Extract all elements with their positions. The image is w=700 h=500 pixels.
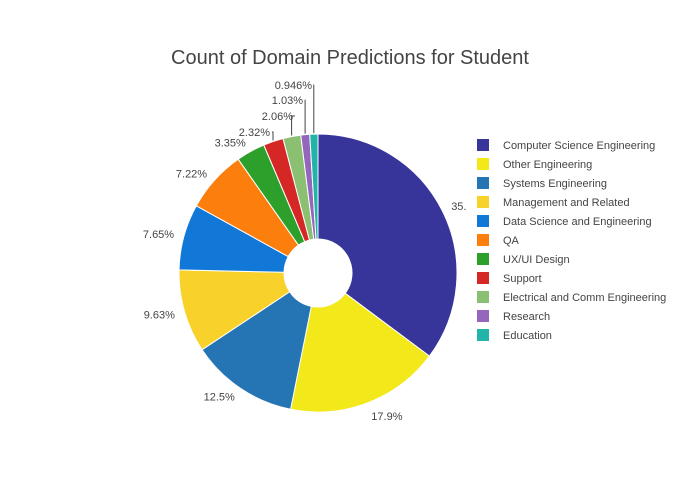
slice-education[interactable] [309, 133, 319, 240]
legend-swatch [477, 234, 489, 246]
legend-item-management-and-related[interactable]: Management and Related [477, 196, 630, 209]
leader-line [272, 131, 274, 141]
slice-label-data-science-and-engineering: 7.65% [143, 229, 174, 241]
slice-label-ux-ui-design: 3.35% [215, 138, 246, 150]
legend-item-computer-science-engineering[interactable]: Computer Science Engineering [477, 139, 655, 152]
legend-label: Management and Related [503, 197, 630, 209]
slice-computer-science-engineering[interactable] [317, 133, 458, 357]
legend-swatch [477, 272, 489, 284]
legend-swatch [477, 329, 489, 341]
slice-label-electrical-and-comm-engineering: 2.06% [262, 111, 293, 123]
slice-systems-engineering[interactable] [201, 291, 312, 410]
slice-label-qa: 7.22% [176, 169, 207, 181]
legend-item-electrical-and-comm-engineering[interactable]: Electrical and Comm Engineering [477, 291, 666, 304]
legend-label: QA [503, 235, 520, 247]
legend-item-ux-ui-design[interactable]: UX/UI Design [477, 253, 570, 266]
slice-label-education: 0.946% [275, 80, 313, 92]
legend-swatch [477, 215, 489, 227]
legend-swatch [477, 139, 489, 151]
legend-label: Systems Engineering [503, 178, 607, 190]
legend-label: UX/UI Design [503, 254, 570, 266]
legend-item-data-science-and-engineering[interactable]: Data Science and Engineering [477, 215, 652, 228]
legend-label: Computer Science Engineering [503, 140, 655, 152]
leader-line [291, 115, 295, 136]
legend-label: Education [503, 330, 552, 342]
slice-label-management-and-related: 9.63% [144, 309, 175, 321]
legend-swatch [477, 158, 489, 170]
pie-slices [178, 133, 458, 413]
slice-labels: 35. 17.9% 12.5% 9.63% 7.65% 7.22% 3.35%2.32% 2.… [143, 80, 467, 423]
legend-label: Other Engineering [503, 159, 592, 171]
chart-title: Count of Domain Predictions for Student [171, 47, 529, 69]
slice-label-computer-science-engineering: 35. [451, 201, 466, 213]
legend-swatch [477, 253, 489, 265]
slice-other-engineering[interactable] [290, 292, 431, 413]
legend-swatch [477, 177, 489, 189]
legend-item-education[interactable]: Education [477, 329, 552, 342]
legend-item-research[interactable]: Research [477, 310, 550, 323]
legend-label: Support [503, 273, 542, 285]
legend-item-qa[interactable]: QA [477, 234, 520, 247]
slice-label-research: 1.03% [272, 95, 303, 107]
legend-item-other-engineering[interactable]: Other Engineering [477, 158, 592, 171]
slice-label-support: 2.32% [239, 127, 270, 139]
legend-label: Data Science and Engineering [503, 216, 652, 228]
legend: Computer Science Engineering Other Engine… [477, 139, 666, 342]
slice-label-other-engineering: 17.9% [371, 411, 402, 423]
legend-swatch [477, 310, 489, 322]
legend-swatch [477, 291, 489, 303]
legend-label: Electrical and Comm Engineering [503, 292, 666, 304]
legend-item-support[interactable]: Support [477, 272, 542, 285]
slice-label-systems-engineering: 12.5% [204, 392, 235, 404]
legend-label: Research [503, 311, 550, 323]
legend-swatch [477, 196, 489, 208]
legend-item-systems-engineering[interactable]: Systems Engineering [477, 177, 607, 190]
